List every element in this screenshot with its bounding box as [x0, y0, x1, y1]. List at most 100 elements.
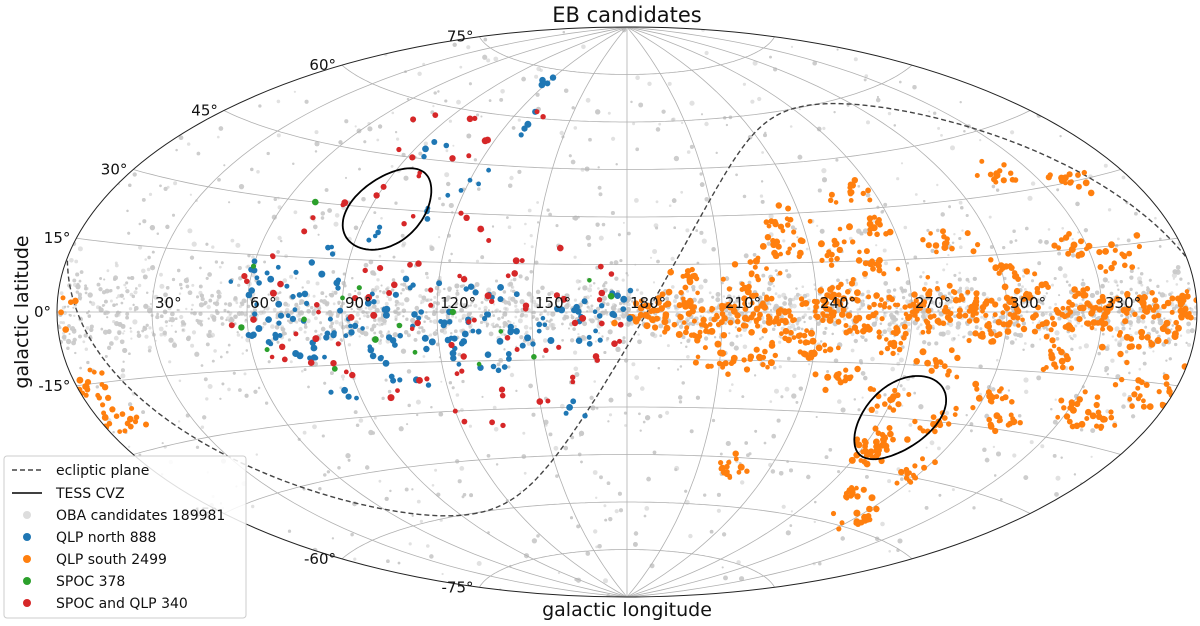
oba-candidate-point [493, 427, 499, 432]
oba-candidate-point [213, 349, 217, 353]
oba-candidate-point [206, 304, 211, 310]
oba-candidate-point [777, 294, 782, 299]
oba-candidate-point [585, 97, 591, 103]
oba-candidate-point [415, 399, 421, 405]
oba-candidate-point [122, 332, 125, 335]
oba-candidate-point [512, 322, 515, 325]
oba-candidate-point [837, 399, 842, 404]
oba-candidate-point [722, 295, 726, 298]
oba-candidate-point [235, 242, 241, 248]
oba-candidate-point [344, 119, 349, 124]
oba-candidate-point [611, 136, 616, 141]
oba-candidate-point [331, 290, 334, 293]
oba-candidate-point [177, 420, 181, 423]
oba-candidate-point [302, 430, 307, 435]
oba-candidate-point [429, 246, 435, 251]
oba-candidate-point [480, 321, 483, 324]
oba-candidate-point [459, 65, 463, 69]
oba-candidate-point [908, 423, 913, 427]
oba-candidate-point [593, 529, 598, 534]
oba-candidate-point [476, 561, 482, 566]
oba-candidate-point [277, 235, 282, 241]
oba-candidate-point [573, 366, 579, 372]
oba-candidate-point [418, 294, 423, 298]
oba-candidate-point [680, 121, 684, 125]
oba-candidate-point [167, 306, 172, 311]
oba-candidate-point [149, 302, 152, 306]
oba-candidate-point [486, 287, 492, 293]
oba-candidate-point [553, 445, 559, 451]
oba-candidate-point [466, 45, 471, 50]
oba-candidate-point [191, 241, 197, 247]
oba-candidate-point [317, 233, 320, 236]
oba-candidate-point [130, 337, 133, 340]
oba-candidate-point [236, 333, 241, 337]
oba-candidate-point [1107, 280, 1110, 284]
oba-candidate-point [689, 100, 695, 106]
oba-candidate-point [1039, 338, 1042, 341]
oba-candidate-point [394, 315, 398, 319]
oba-candidate-point [1014, 338, 1018, 341]
oba-candidate-point [732, 295, 736, 299]
oba-candidate-point [527, 208, 532, 213]
oba-candidate-point [789, 305, 793, 310]
oba-candidate-point [164, 320, 168, 324]
oba-candidate-point [937, 446, 941, 451]
oba-candidate-point [865, 475, 869, 479]
oba-candidate-point [898, 357, 904, 363]
oba-candidate-point [774, 292, 778, 296]
oba-candidate-point [378, 254, 382, 258]
oba-candidate-point [293, 90, 296, 93]
oba-candidate-point [454, 316, 458, 319]
oba-candidate-point [792, 303, 797, 309]
oba-candidate-point [59, 321, 63, 324]
oba-candidate-point [245, 265, 249, 269]
oba-candidate-point [1138, 367, 1142, 371]
oba-candidate-point [688, 533, 693, 539]
oba-candidate-point [507, 225, 512, 229]
oba-candidate-point [340, 374, 345, 379]
oba-candidate-point [84, 286, 88, 291]
oba-candidate-point [781, 504, 786, 509]
oba-candidate-point [589, 294, 593, 297]
oba-candidate-point [853, 57, 858, 62]
oba-candidate-point [1083, 343, 1089, 349]
oba-candidate-point [816, 224, 819, 227]
oba-candidate-point [483, 305, 488, 310]
oba-candidate-point [595, 545, 599, 549]
oba-candidate-point [432, 105, 435, 108]
oba-candidate-point [109, 299, 113, 303]
oba-candidate-point [652, 249, 658, 254]
oba-candidate-point [1042, 295, 1047, 299]
oba-candidate-point [422, 355, 426, 358]
oba-candidate-point [1055, 337, 1060, 341]
oba-candidate-point [759, 194, 764, 198]
oba-candidate-point [218, 265, 222, 269]
oba-candidate-point [1061, 227, 1064, 230]
oba-candidate-point [263, 260, 266, 264]
oba-candidate-point [635, 75, 640, 80]
oba-candidate-point [1117, 237, 1120, 241]
oba-candidate-point [708, 291, 712, 295]
oba-candidate-point [345, 176, 347, 179]
oba-candidate-point [173, 181, 178, 186]
oba-candidate-point [1023, 389, 1029, 394]
oba-candidate-point [408, 542, 412, 546]
oba-candidate-point [598, 235, 604, 241]
oba-candidate-point [468, 424, 472, 428]
oba-candidate-point [736, 560, 741, 565]
oba-candidate-point [113, 335, 119, 341]
oba-candidate-point [251, 272, 256, 278]
oba-candidate-point [634, 375, 640, 380]
oba-candidate-point [493, 56, 499, 62]
oba-candidate-point [740, 480, 745, 485]
oba-candidate-point [900, 162, 904, 165]
oba-candidate-point [159, 314, 164, 319]
oba-candidate-point [1047, 228, 1051, 231]
oba-candidate-point [395, 131, 398, 134]
oba-candidate-point [277, 205, 282, 210]
oba-candidate-point [957, 277, 962, 282]
oba-candidate-point [510, 286, 513, 289]
oba-candidate-point [1009, 240, 1013, 244]
oba-candidate-point [1071, 237, 1074, 241]
